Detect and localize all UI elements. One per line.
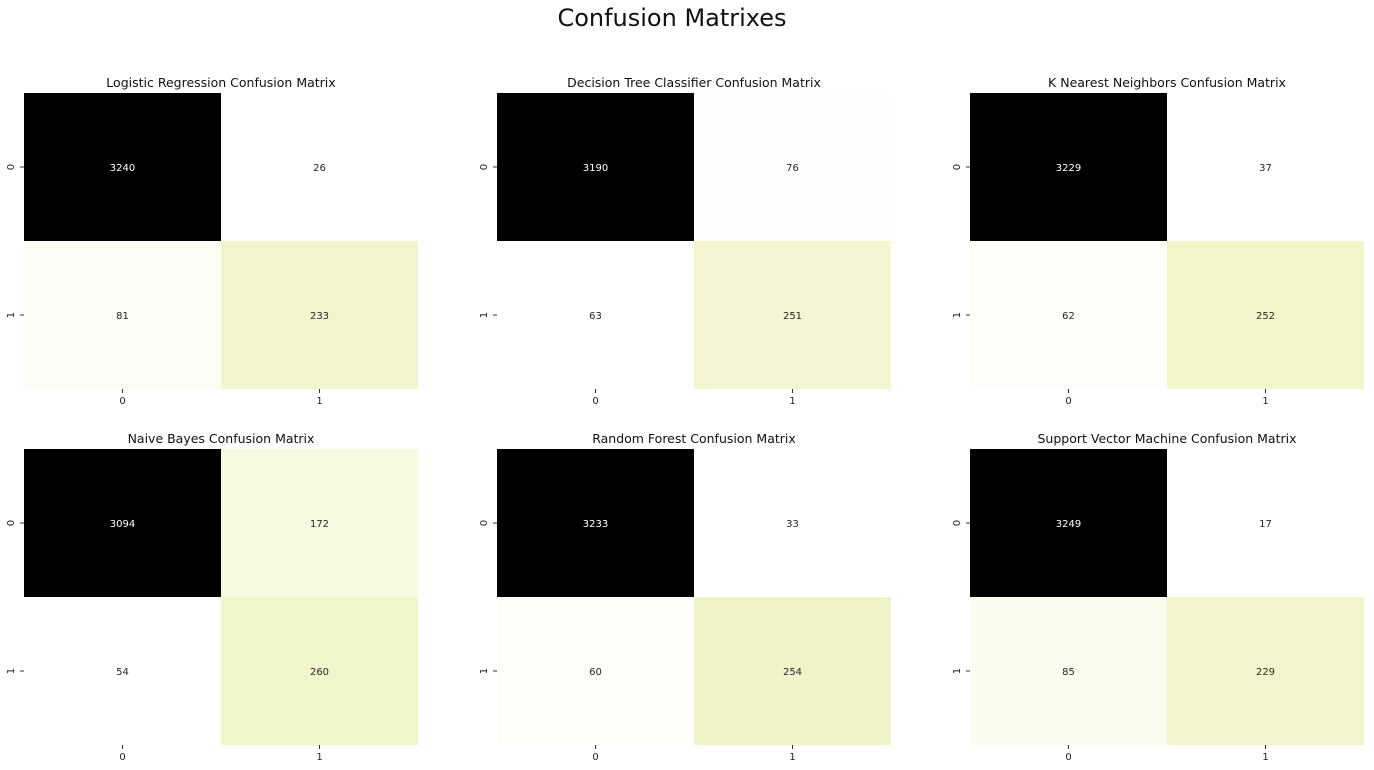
heatmap-cell bbox=[1167, 93, 1364, 241]
heatmap-cell bbox=[1167, 597, 1364, 745]
heatmap-cell bbox=[221, 449, 418, 597]
heatmap-cell bbox=[221, 241, 418, 389]
heatmap-cell bbox=[497, 241, 694, 389]
y-tick-label: 1 bbox=[6, 312, 17, 318]
x-tick-label: 1 bbox=[316, 752, 322, 763]
heatmap-panel: K Nearest Neighbors Confusion Matrix 3229… bbox=[952, 75, 1364, 407]
heatmap-cell bbox=[970, 597, 1167, 745]
y-tick-label: 1 bbox=[479, 312, 490, 318]
x-tick-label: 0 bbox=[1065, 396, 1071, 407]
cell-value: 17 bbox=[1259, 519, 1272, 530]
cell-value: 229 bbox=[1256, 667, 1275, 678]
cell-value: 33 bbox=[786, 519, 799, 530]
cell-value: 172 bbox=[310, 519, 329, 530]
cell-value: 3190 bbox=[583, 163, 608, 174]
x-tick-label: 0 bbox=[1065, 752, 1071, 763]
x-tick-label: 1 bbox=[316, 396, 322, 407]
heatmap-cell bbox=[1167, 241, 1364, 389]
cell-value: 254 bbox=[783, 667, 802, 678]
heatmap-panel: Random Forest Confusion Matrix 3233 33 60 25… bbox=[479, 431, 891, 763]
cell-value: 85 bbox=[1062, 667, 1075, 678]
heatmap-cell bbox=[970, 449, 1167, 597]
heatmap-cell bbox=[221, 93, 418, 241]
y-tick-label: 1 bbox=[6, 668, 17, 674]
cell-value: 233 bbox=[310, 311, 329, 322]
cell-value: 260 bbox=[310, 667, 329, 678]
heatmap-panel: Logistic Regression Confusion Matrix 3240… bbox=[6, 75, 418, 407]
y-tick-label: 1 bbox=[952, 668, 963, 674]
panel-title: Logistic Regression Confusion Matrix bbox=[106, 75, 335, 90]
x-tick-label: 0 bbox=[592, 752, 598, 763]
cell-value: 37 bbox=[1259, 163, 1272, 174]
y-tick-label: 0 bbox=[952, 520, 963, 526]
cell-value: 63 bbox=[589, 311, 602, 322]
x-tick-label: 1 bbox=[1262, 396, 1268, 407]
heatmap-cell bbox=[221, 597, 418, 745]
cell-value: 81 bbox=[116, 311, 129, 322]
heatmap-panel: Support Vector Machine Confusion Matrix 3… bbox=[952, 431, 1364, 763]
heatmap-cell bbox=[694, 449, 891, 597]
heatmap-panel: Decision Tree Classifier Confusion Matri… bbox=[479, 75, 891, 407]
panel-title: Support Vector Machine Confusion Matrix bbox=[1038, 431, 1297, 446]
cell-value: 3240 bbox=[110, 163, 135, 174]
cell-value: 252 bbox=[1256, 311, 1275, 322]
x-tick-label: 1 bbox=[789, 752, 795, 763]
heatmap-cell bbox=[497, 449, 694, 597]
x-tick-label: 0 bbox=[119, 396, 125, 407]
panel-title: K Nearest Neighbors Confusion Matrix bbox=[1048, 75, 1286, 90]
figure-title: Confusion Matrixes bbox=[557, 4, 786, 32]
cell-value: 3094 bbox=[110, 519, 135, 530]
heatmap-cell bbox=[970, 241, 1167, 389]
cell-value: 62 bbox=[1062, 311, 1075, 322]
y-tick-label: 1 bbox=[952, 312, 963, 318]
heatmap-cell bbox=[24, 597, 221, 745]
y-tick-label: 0 bbox=[479, 520, 490, 526]
y-tick-label: 0 bbox=[6, 164, 17, 170]
x-tick-label: 0 bbox=[592, 396, 598, 407]
cell-value: 76 bbox=[786, 163, 799, 174]
panel-title: Random Forest Confusion Matrix bbox=[592, 431, 796, 446]
cell-value: 3233 bbox=[583, 519, 608, 530]
cell-value: 3229 bbox=[1056, 163, 1081, 174]
cell-value: 251 bbox=[783, 311, 802, 322]
heatmap-cell bbox=[694, 241, 891, 389]
y-tick-label: 0 bbox=[479, 164, 490, 170]
heatmap-cell bbox=[24, 241, 221, 389]
y-tick-label: 1 bbox=[479, 668, 490, 674]
heatmap-cell bbox=[24, 93, 221, 241]
cell-value: 60 bbox=[589, 667, 602, 678]
y-tick-label: 0 bbox=[6, 520, 17, 526]
heatmap-grid: Logistic Regression Confusion Matrix 3240… bbox=[6, 75, 1364, 763]
x-tick-label: 0 bbox=[119, 752, 125, 763]
x-tick-label: 1 bbox=[789, 396, 795, 407]
cell-value: 26 bbox=[313, 163, 326, 174]
heatmap-cell bbox=[24, 449, 221, 597]
heatmap-cell bbox=[497, 93, 694, 241]
heatmap-cell bbox=[1167, 449, 1364, 597]
y-tick-label: 0 bbox=[952, 164, 963, 170]
panel-title: Decision Tree Classifier Confusion Matri… bbox=[567, 75, 821, 90]
cell-value: 3249 bbox=[1056, 519, 1081, 530]
heatmap-cell bbox=[497, 597, 694, 745]
heatmap-cell bbox=[694, 597, 891, 745]
heatmap-panel: Naive Bayes Confusion Matrix 3094 172 54 260… bbox=[6, 431, 418, 763]
heatmap-cell bbox=[694, 93, 891, 241]
panel-title: Naive Bayes Confusion Matrix bbox=[128, 431, 315, 446]
heatmap-cell bbox=[970, 93, 1167, 241]
x-tick-label: 1 bbox=[1262, 752, 1268, 763]
cell-value: 54 bbox=[116, 667, 129, 678]
